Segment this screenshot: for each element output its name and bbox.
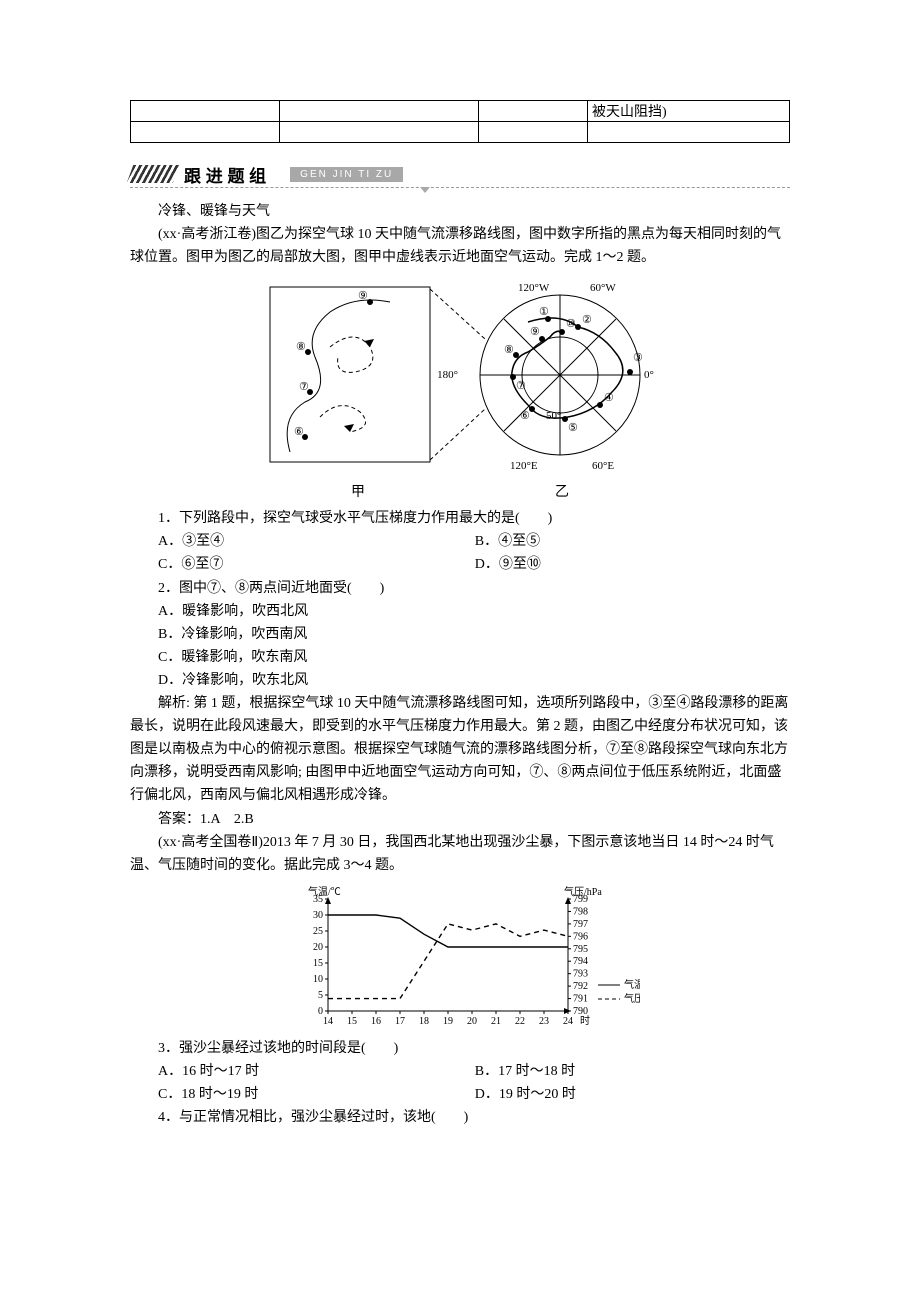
svg-text:⑧: ⑧ (296, 341, 306, 353)
svg-text:792: 792 (573, 981, 588, 992)
cell-b1 (131, 122, 280, 143)
svg-text:22: 22 (515, 1016, 525, 1027)
svg-text:气压/hPa: 气压/hPa (564, 885, 602, 898)
q2-stem: 2．图中⑦、⑧两点间近地面受( ) (130, 577, 790, 600)
svg-text:5: 5 (318, 990, 323, 1001)
svg-text:793: 793 (573, 968, 588, 979)
svg-text:17: 17 (395, 1016, 405, 1027)
svg-text:0°: 0° (644, 369, 654, 381)
map-diagram-svg: ⑥ ⑦ ⑧ ⑨ 120°W 60°W 0° 60°E 120°E (260, 277, 660, 477)
svg-text:797: 797 (573, 919, 588, 930)
cell-b4 (588, 122, 790, 143)
svg-text:气压: 气压 (624, 992, 640, 1005)
q1-opt-d: D．⑨至⑩ (475, 553, 541, 576)
intro-paragraph: (xx·高考浙江卷)图乙为探空气球 10 天中随气流漂移路线图，图中数字所指的黑… (130, 223, 790, 269)
svg-text:795: 795 (573, 944, 588, 955)
figure-maps: ⑥ ⑦ ⑧ ⑨ 120°W 60°W 0° 60°E 120°E (130, 277, 790, 477)
answer-1: 答案：1.A 2.B (130, 808, 790, 831)
top-table: 被天山阻挡) (130, 100, 790, 143)
svg-text:⑦: ⑦ (516, 380, 526, 392)
svg-text:14: 14 (323, 1016, 333, 1027)
q1-opt-c: C．⑥至⑦ (158, 553, 475, 576)
svg-text:18: 18 (419, 1016, 429, 1027)
q2-opt-d: D．冷锋影响，吹东北风 (158, 669, 790, 692)
svg-text:15: 15 (313, 958, 323, 969)
banner-stripes-icon (127, 165, 180, 183)
svg-text:⑦: ⑦ (299, 381, 309, 393)
svg-text:⑥: ⑥ (294, 426, 304, 438)
svg-text:时: 时 (580, 1015, 590, 1027)
chart-svg: 05101520253035气温/℃7907917927937947957967… (280, 883, 640, 1033)
svg-text:20: 20 (467, 1016, 477, 1027)
svg-text:120°E: 120°E (510, 460, 538, 472)
svg-text:⑨: ⑨ (530, 326, 540, 338)
figure-sublabels: 甲 乙 (130, 481, 790, 501)
chevron-down-icon (420, 187, 430, 193)
svg-text:24: 24 (563, 1016, 573, 1027)
svg-text:10: 10 (313, 974, 323, 985)
svg-text:21: 21 (491, 1016, 501, 1027)
svg-text:50°: 50° (546, 410, 561, 422)
banner-pinyin: GEN JIN TI ZU (290, 167, 403, 182)
analysis-1: 解析: 第 1 题，根据探空气球 10 天中随气流漂移路线图可知，选项所列路段中… (130, 692, 790, 807)
svg-text:30: 30 (313, 910, 323, 921)
svg-text:③: ③ (633, 352, 643, 364)
svg-text:①: ① (539, 306, 549, 318)
q2-opt-b: B．冷锋影响，吹西南风 (158, 623, 790, 646)
svg-text:23: 23 (539, 1016, 549, 1027)
cell-a4: 被天山阻挡) (588, 101, 790, 122)
q3-opt-a: A．16 时～17 时 (158, 1060, 475, 1083)
q3-opt-c: C．18 时～19 时 (158, 1083, 475, 1106)
section-banner: 跟 进 题 组 GEN JIN TI ZU (130, 161, 790, 188)
svg-text:⑧: ⑧ (504, 344, 514, 356)
svg-text:791: 791 (573, 993, 588, 1004)
svg-text:气温: 气温 (624, 978, 640, 991)
cell-a1 (131, 101, 280, 122)
svg-text:798: 798 (573, 906, 588, 917)
svg-text:②: ② (582, 314, 592, 326)
svg-text:⑤: ⑤ (568, 422, 578, 434)
svg-text:60°E: 60°E (592, 460, 614, 472)
svg-text:⑨: ⑨ (358, 290, 368, 302)
figure-label-right: 乙 (555, 481, 569, 501)
svg-text:120°W: 120°W (518, 282, 550, 294)
svg-text:794: 794 (573, 956, 588, 967)
svg-text:60°W: 60°W (590, 282, 616, 294)
q4-stem: 4．与正常情况相比，强沙尘暴经过时，该地( ) (130, 1106, 790, 1129)
banner-title: 跟 进 题 组 (178, 162, 272, 187)
cell-b2 (280, 122, 479, 143)
temp-pressure-chart: 05101520253035气温/℃7907917927937947957967… (130, 883, 790, 1033)
svg-text:796: 796 (573, 931, 588, 942)
svg-text:20: 20 (313, 942, 323, 953)
q3-opt-b: B．17 时～18 时 (475, 1060, 575, 1083)
svg-text:④: ④ (604, 392, 614, 404)
svg-text:气温/℃: 气温/℃ (308, 885, 341, 898)
q1-opt-a: A．③至④ (158, 530, 475, 553)
q1-stem: 1．下列路段中，探空气球受水平气压梯度力作用最大的是( ) (130, 507, 790, 530)
topic-heading: 冷锋、暖锋与天气 (130, 200, 790, 223)
cell-b3 (479, 122, 588, 143)
q1-opt-b: B．④至⑤ (475, 530, 540, 553)
svg-text:16: 16 (371, 1016, 381, 1027)
svg-text:19: 19 (443, 1016, 453, 1027)
q2-opt-c: C．暖锋影响，吹东南风 (158, 646, 790, 669)
figure-label-left: 甲 (351, 481, 365, 501)
svg-text:⑥: ⑥ (520, 410, 530, 422)
svg-text:⑩: ⑩ (566, 318, 576, 330)
svg-text:15: 15 (347, 1016, 357, 1027)
svg-text:180°: 180° (437, 369, 458, 381)
intro-2: (xx·高考全国卷Ⅱ)2013 年 7 月 30 日，我国西北某地出现强沙尘暴，… (130, 831, 790, 877)
cell-a3 (479, 101, 588, 122)
svg-text:25: 25 (313, 926, 323, 937)
q3-stem: 3．强沙尘暴经过该地的时间段是( ) (130, 1037, 790, 1060)
cell-a2 (280, 101, 479, 122)
q3-opt-d: D．19 时～20 时 (475, 1083, 576, 1106)
q2-opt-a: A．暖锋影响，吹西北风 (158, 600, 790, 623)
